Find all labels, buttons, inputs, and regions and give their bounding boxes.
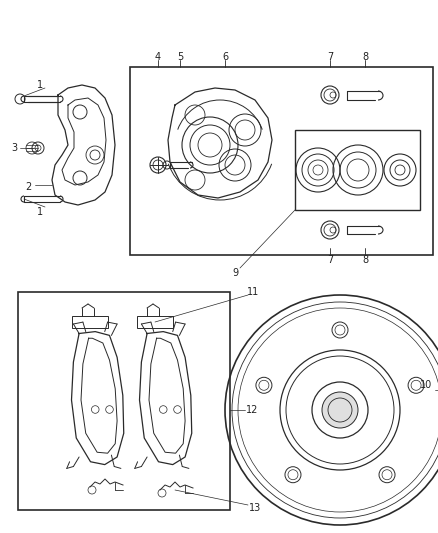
Text: 1: 1 [37,207,43,217]
Bar [130,67,433,255]
Bar [18,292,230,510]
Text: 12: 12 [246,405,258,415]
Text: 4: 4 [155,52,161,62]
Circle shape [408,377,424,393]
Text: 1: 1 [37,80,43,90]
Text: 8: 8 [362,52,368,62]
Circle shape [379,467,395,483]
Circle shape [256,377,272,393]
Bar [137,316,173,328]
Text: 7: 7 [327,52,333,62]
Text: 5: 5 [177,52,183,62]
Text: 6: 6 [222,52,228,62]
Circle shape [322,392,358,428]
Text: 13: 13 [249,503,261,513]
Text: 7: 7 [327,255,333,265]
Bar [295,130,420,210]
Text: 11: 11 [247,287,259,297]
Text: 10: 10 [420,380,432,390]
Text: 3: 3 [11,143,17,153]
Circle shape [332,322,348,338]
Text: 8: 8 [362,255,368,265]
Text: 2: 2 [25,182,31,192]
Text: 9: 9 [232,268,238,278]
Circle shape [285,467,301,483]
Bar [72,316,108,328]
